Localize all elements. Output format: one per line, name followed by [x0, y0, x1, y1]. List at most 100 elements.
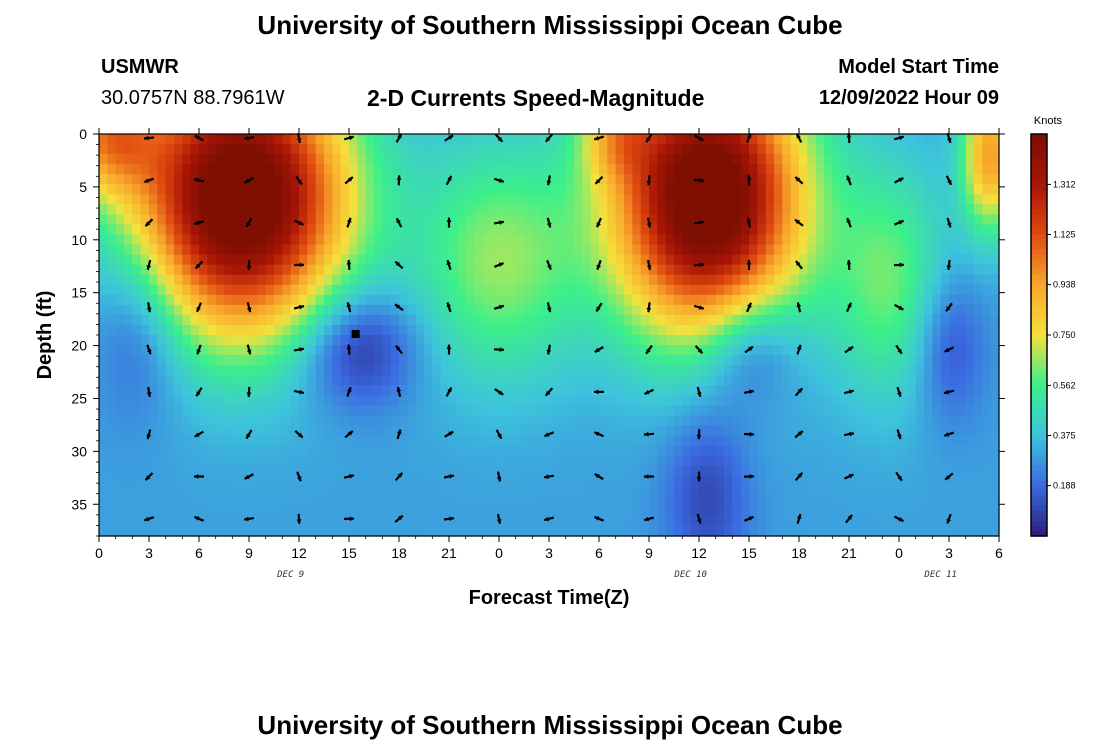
heatmap-cell [157, 304, 167, 316]
heatmap-cell [824, 355, 833, 366]
heatmap-cell [457, 345, 467, 356]
heatmap-cell [924, 244, 933, 256]
heatmap-cell [590, 335, 600, 346]
heatmap-cell [549, 375, 558, 386]
heatmap-cell [882, 475, 892, 487]
heatmap-cell [715, 445, 725, 457]
colorbar-segment [1031, 470, 1047, 477]
heatmap-cell [882, 485, 892, 497]
heatmap-cell [290, 505, 300, 517]
heatmap-cell [815, 244, 825, 256]
heatmap-cell [357, 455, 367, 467]
colorbar-segment [1031, 375, 1047, 381]
heatmap-cell [265, 425, 275, 437]
heatmap-cell [507, 415, 517, 427]
heatmap-cell [307, 355, 317, 366]
heatmap-cell [715, 475, 725, 487]
heatmap-cell [599, 204, 608, 215]
heatmap-cell [149, 264, 158, 276]
heatmap-cell [349, 224, 358, 236]
heatmap-cell [232, 324, 242, 336]
heatmap-cell [365, 274, 375, 286]
heatmap-cell [899, 485, 908, 497]
heatmap-cell [782, 154, 792, 165]
heatmap-cell [290, 144, 300, 155]
heatmap-cell [240, 164, 250, 175]
heatmap-cell [474, 365, 483, 376]
heatmap-cell [590, 194, 600, 205]
heatmap-cell [624, 224, 633, 236]
heatmap-cell [407, 254, 417, 266]
heatmap-cell [207, 304, 217, 316]
heatmap-cell [215, 324, 225, 336]
heatmap-cell [415, 355, 425, 366]
heatmap-cell [665, 294, 675, 306]
heatmap-cell [457, 194, 467, 205]
heatmap-cell [232, 485, 242, 497]
heatmap-cell [815, 475, 825, 487]
heatmap-cell [315, 355, 325, 366]
heatmap-cell [249, 525, 258, 537]
heatmap-cell [699, 154, 708, 165]
heatmap-cell [857, 525, 867, 537]
heatmap-cell [249, 204, 258, 215]
heatmap-cell [532, 525, 542, 537]
heatmap-cell [274, 345, 283, 356]
heatmap-cell [824, 314, 833, 326]
colorbar-segment [1031, 365, 1047, 371]
heatmap-cell [899, 174, 908, 185]
heatmap-cell [865, 415, 875, 427]
heatmap-cell [240, 194, 250, 205]
heatmap-cell [549, 485, 558, 497]
heatmap-cell [340, 485, 350, 497]
heatmap-cell [382, 294, 392, 306]
heatmap-cell [399, 204, 408, 215]
heatmap-cell [165, 485, 175, 497]
heatmap-cell [157, 154, 167, 165]
heatmap-cell [207, 335, 217, 346]
heatmap-cell [290, 525, 300, 537]
heatmap-cell [182, 465, 192, 477]
heatmap-cell [232, 184, 242, 195]
heatmap-cell [574, 345, 583, 356]
heatmap-cell [715, 224, 725, 236]
heatmap-cell [507, 234, 517, 246]
heatmap-cell [982, 244, 992, 256]
current-vector [544, 133, 554, 143]
heatmap-cell [674, 154, 683, 165]
heatmap-cell [432, 385, 442, 396]
heatmap-cell [332, 194, 342, 205]
heatmap-cell [899, 264, 908, 276]
heatmap-cell [690, 435, 700, 447]
heatmap-cell [632, 485, 642, 497]
heatmap-cell [557, 345, 567, 356]
heatmap-cell [815, 505, 825, 517]
heatmap-cell [715, 324, 725, 336]
heatmap-cell [365, 314, 375, 326]
heatmap-cell [115, 455, 125, 467]
heatmap-cell [340, 425, 350, 437]
heatmap-cell [990, 485, 1000, 497]
heatmap-cell [865, 355, 875, 366]
heatmap-cell [674, 425, 683, 437]
heatmap-cell [282, 525, 292, 537]
heatmap-cell [940, 385, 950, 396]
heatmap-cell [840, 214, 850, 226]
heatmap-cell [690, 324, 700, 336]
heatmap-cell [824, 184, 833, 195]
heatmap-cell [549, 144, 558, 155]
current-vector [696, 513, 702, 524]
heatmap-cell [799, 445, 808, 457]
heatmap-cell [624, 385, 633, 396]
heatmap-cell [349, 335, 358, 346]
heatmap-cell [907, 194, 917, 205]
heatmap-cell [524, 405, 533, 416]
heatmap-cell [840, 435, 850, 447]
heatmap-cell [749, 395, 758, 406]
colorbar-segment [1031, 465, 1047, 472]
heatmap-cell [557, 475, 567, 487]
heatmap-cell [740, 194, 750, 205]
heatmap-cell [290, 204, 300, 215]
heatmap-cell [899, 385, 908, 396]
heatmap-cell [457, 294, 467, 306]
